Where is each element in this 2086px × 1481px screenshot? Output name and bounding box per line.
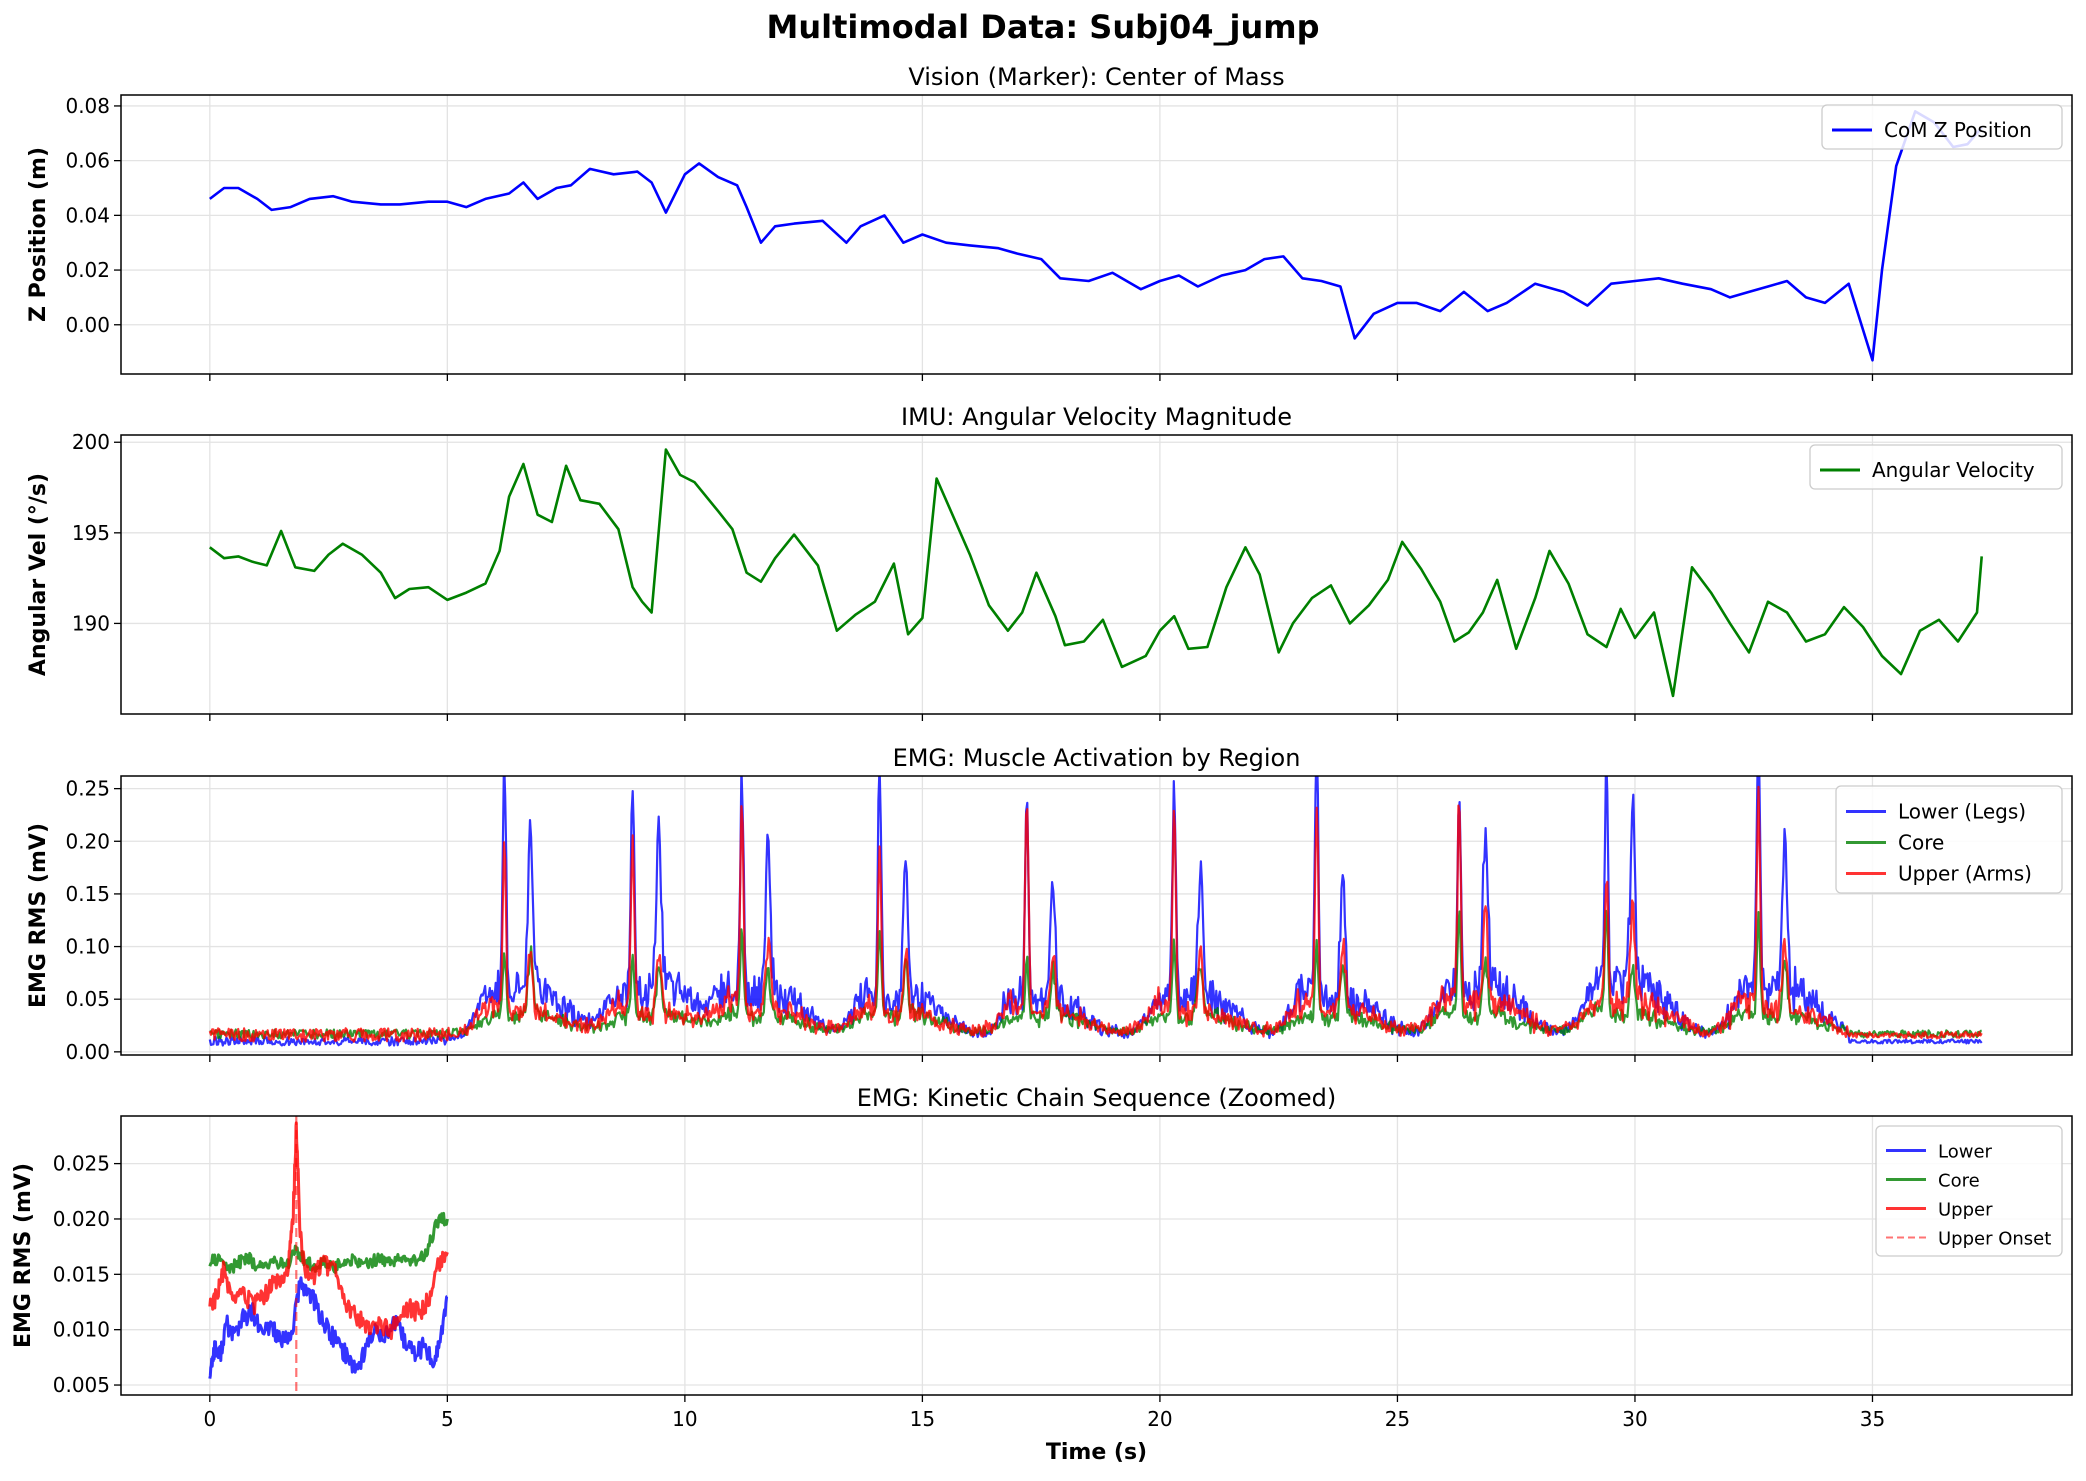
x-tick-label: 0 [203,1407,216,1431]
panel-title: Vision (Marker): Center of Mass [908,63,1284,91]
plot-area [208,776,1983,1047]
legend: CoM Z Position [1821,104,2063,150]
y-tick-label: 0.04 [65,203,110,227]
plot-area [209,110,1983,362]
x-tick-label: 30 [1622,1407,1647,1431]
legend-label: Lower [1938,1142,1993,1163]
panel-title: EMG: Muscle Activation by Region [893,744,1301,772]
panel-title: IMU: Angular Velocity Magnitude [901,403,1292,431]
y-axis-label: EMG RMS (mV) [11,1163,36,1348]
y-tick-label: 0.010 [53,1318,110,1342]
series-line-upper [208,1121,449,1341]
axes-frame [120,94,2073,375]
panel-2: IMU: Angular Velocity Magnitude Angular V… [26,403,2073,721]
y-tick-label: 0.10 [65,935,110,959]
plot-area [209,448,1983,698]
x-tick-label: 10 [672,1407,697,1431]
y-tick-label: 0.00 [65,1040,110,1064]
panel-title: EMG: Kinetic Chain Sequence (Zoomed) [857,1084,1337,1112]
y-tick-label: 0.05 [65,987,110,1011]
y-tick-label: 0.06 [65,149,110,173]
series-line-com-z-position [209,110,1983,362]
y-tick-label: 0.025 [53,1152,110,1176]
y-tick-label: 200 [72,430,110,454]
y-tick-label: 0.015 [53,1262,110,1286]
legend-label: Angular Velocity [1872,458,2035,482]
axes-frame [120,1115,2073,1396]
y-tick-label: 0.00 [65,313,110,337]
legend-box [1875,1125,2063,1257]
legend-label: Core [1938,1171,1980,1192]
legend-box [1835,785,2063,894]
x-axis-label: Time (s) [1046,1440,1147,1465]
y-axis-label: Z Position (m) [26,147,51,322]
legend-box [1809,444,2063,490]
series-line-upper-arms- [208,785,1983,1043]
legend-label: Upper (Arms) [1898,862,2032,886]
legend-label: Lower (Legs) [1898,800,2026,824]
plot-area [208,1116,449,1395]
legend: Lower Core Upper Upper Onset [1875,1125,2063,1257]
y-tick-label: 0.020 [53,1207,110,1231]
legend-box [1821,104,2063,150]
axes-frame [120,775,2073,1056]
panel-3: EMG: Muscle Activation by Region EMG RMS … [26,744,2073,1064]
axes-frame [120,434,2073,715]
legend: Lower (Legs) Core Upper (Arms) [1835,785,2063,894]
y-tick-label: 0.15 [65,882,110,906]
y-tick-label: 0.02 [65,258,110,282]
legend: Angular Velocity [1809,444,2063,490]
figure-title: Multimodal Data: Subj04_jump [766,8,1320,46]
panel-4: EMG: Kinetic Chain Sequence (Zoomed) EMG … [11,1084,2073,1465]
legend-label: CoM Z Position [1884,118,2032,142]
y-tick-label: 0.08 [65,94,110,118]
y-tick-label: 190 [72,611,110,635]
series-line-angular-velocity [209,448,1983,698]
series-line-core [209,909,1982,1040]
y-axis-label: Angular Vel (°/s) [26,473,51,676]
panel-1: Vision (Marker): Center of Mass Z Positio… [26,63,2073,381]
legend-label: Core [1898,831,1944,855]
y-tick-label: 195 [72,521,110,545]
x-tick-label: 25 [1385,1407,1410,1431]
x-tick-label: 15 [910,1407,935,1431]
x-tick-label: 5 [441,1407,454,1431]
x-tick-label: 20 [1147,1407,1172,1431]
y-axis-label: EMG RMS (mV) [26,823,51,1008]
y-tick-label: 0.20 [65,829,110,853]
y-tick-label: 0.005 [53,1373,110,1397]
legend-label: Upper [1938,1200,1993,1221]
x-tick-label: 35 [1860,1407,1885,1431]
legend-label: Upper Onset [1938,1229,2051,1250]
series-line-lower [208,1276,449,1379]
y-tick-label: 0.25 [65,777,110,801]
